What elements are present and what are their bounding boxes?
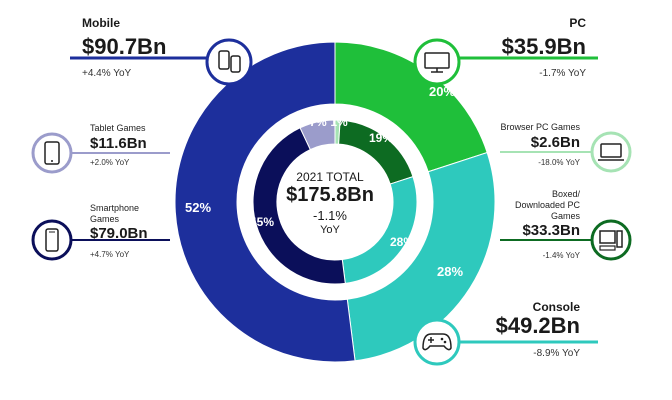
center-total: $175.8Bn (286, 184, 374, 206)
boxed-yoy: -1.4% YoY (542, 251, 580, 260)
smartphone-revenue: $79.0Bn (90, 225, 148, 242)
console-label: Console (532, 300, 580, 314)
mobile-revenue: $90.7Bn (82, 34, 167, 59)
gamepad-icon (413, 318, 461, 366)
laptop-icon (590, 131, 632, 173)
mobile-phones-icon (205, 38, 253, 86)
smartphone-label: Smartphone Games (90, 203, 140, 224)
pc-revenue: $35.9Bn (501, 34, 586, 59)
smartphone-yoy: +4.7% YoY (90, 250, 130, 259)
outer-label-pc: 20% (429, 84, 455, 99)
boxed-label: Boxed/ Downloaded PC Games (514, 189, 580, 221)
center-hole (277, 144, 393, 260)
outer-label-mobile: 52% (185, 200, 211, 215)
tablet-revenue: $11.6Bn (90, 135, 147, 152)
center-yoy-unit: YoY (320, 224, 340, 236)
inner-label-console: 28% (390, 235, 414, 249)
console-revenue: $49.2Bn (495, 313, 580, 338)
tablet-yoy: +2.0% YoY (90, 158, 130, 167)
pc-yoy: -1.7% YoY (539, 68, 586, 79)
browser-label: Browser PC Games (500, 122, 580, 132)
smartphone-icon (31, 219, 73, 261)
browser-yoy: -18.0% YoY (538, 158, 580, 167)
inner-label-tablet-games: 7% (309, 115, 327, 129)
outer-slice-console (346, 151, 496, 362)
center-title: 2021 TOTAL (296, 170, 364, 184)
desktop-monitor-icon (413, 38, 461, 86)
mobile-yoy: +4.4% YoY (82, 68, 132, 79)
tablet-icon (31, 132, 73, 174)
outer-slice-pc (334, 41, 488, 173)
mobile-label: Mobile (82, 16, 120, 30)
center-yoy: -1.1% (313, 208, 347, 223)
outer-label-console: 28% (437, 264, 463, 279)
boxed-revenue: $33.3Bn (522, 222, 580, 239)
inner-label-browser-pc-games: 1% (330, 115, 348, 129)
tablet-label: Tablet Games (90, 123, 146, 133)
inner-label-smartphone-games: 45% (250, 215, 274, 229)
outer-slice-mobile (174, 41, 356, 363)
console-yoy: -8.9% YoY (533, 348, 580, 359)
browser-revenue: $2.6Bn (530, 134, 580, 151)
pc-label: PC (569, 16, 586, 30)
inner-label-boxed-downloaded-pc-games: 19% (369, 131, 393, 145)
desktop-computer-icon (590, 219, 632, 261)
